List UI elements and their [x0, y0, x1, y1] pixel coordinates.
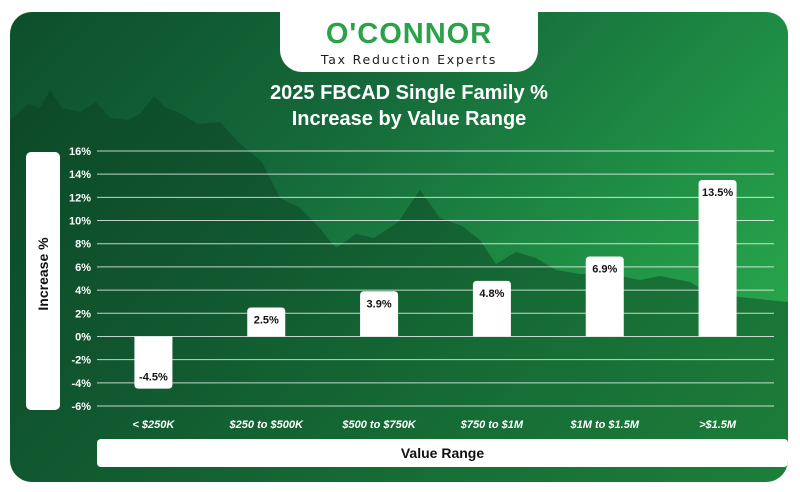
- y-tick-label: 0%: [75, 331, 91, 343]
- bar: [698, 179, 737, 337]
- chart-title-line-1: 2025 FBCAD Single Family %: [270, 82, 548, 104]
- x-tick-label: $1M to $1.5M: [570, 419, 640, 431]
- x-tick-label: $250 to $500K: [229, 419, 304, 431]
- company-logo: O'CONNOR: [325, 18, 493, 50]
- chart-title-line-2: Increase by Value Range: [291, 108, 527, 130]
- bar-data-label: 13.5%: [702, 187, 733, 199]
- y-tick-label: -2%: [71, 355, 91, 367]
- y-tick-label: -4%: [71, 378, 91, 390]
- y-tick-label: 16%: [69, 146, 91, 158]
- bar-data-label: -4.5%: [139, 372, 168, 384]
- company-tagline: Tax Reduction Experts: [320, 52, 498, 67]
- bar-data-label: 6.9%: [592, 263, 617, 275]
- y-tick-label: 12%: [69, 192, 91, 204]
- bar-data-label: 3.9%: [367, 298, 392, 310]
- x-tick-label: < $250K: [132, 419, 175, 431]
- logo-tab: O'CONNOR Tax Reduction Experts: [280, 12, 538, 72]
- bar: [247, 307, 286, 337]
- y-axis-label-box: Increase %: [26, 152, 60, 410]
- x-axis-label: Value Range: [400, 445, 485, 461]
- chart-title: 2025 FBCAD Single Family % Increase by V…: [200, 80, 618, 132]
- x-tick-label: >$1.5M: [699, 419, 737, 431]
- x-tick-label: $750 to $1M: [460, 419, 524, 431]
- bar: [134, 336, 173, 389]
- chart-card: O'CONNOR Tax Reduction Experts 2025 FBCA…: [10, 12, 788, 482]
- y-tick-label: -6%: [71, 401, 91, 413]
- y-tick-label: 2%: [75, 308, 91, 320]
- bar: [472, 280, 511, 337]
- bar: [360, 291, 399, 337]
- y-tick-label: 8%: [75, 239, 91, 251]
- bar-chart-plot: 16% 14% 12% 10% 8% 6% 4% 2% 0% -2% -4% -6% -4.5% < $2…: [69, 146, 774, 431]
- y-tick-label: 6%: [75, 262, 91, 274]
- bar: [585, 256, 624, 337]
- x-axis-label-box: Value Range: [97, 439, 788, 467]
- background-mountain-silhouette: [10, 90, 788, 482]
- bar-data-label: 2.5%: [254, 314, 279, 326]
- y-tick-label: 14%: [69, 169, 91, 181]
- y-tick-label: 4%: [75, 285, 91, 297]
- bar-data-label: 4.8%: [479, 288, 504, 300]
- y-tick-label: 10%: [69, 216, 91, 228]
- x-tick-label: $500 to $750K: [341, 419, 416, 431]
